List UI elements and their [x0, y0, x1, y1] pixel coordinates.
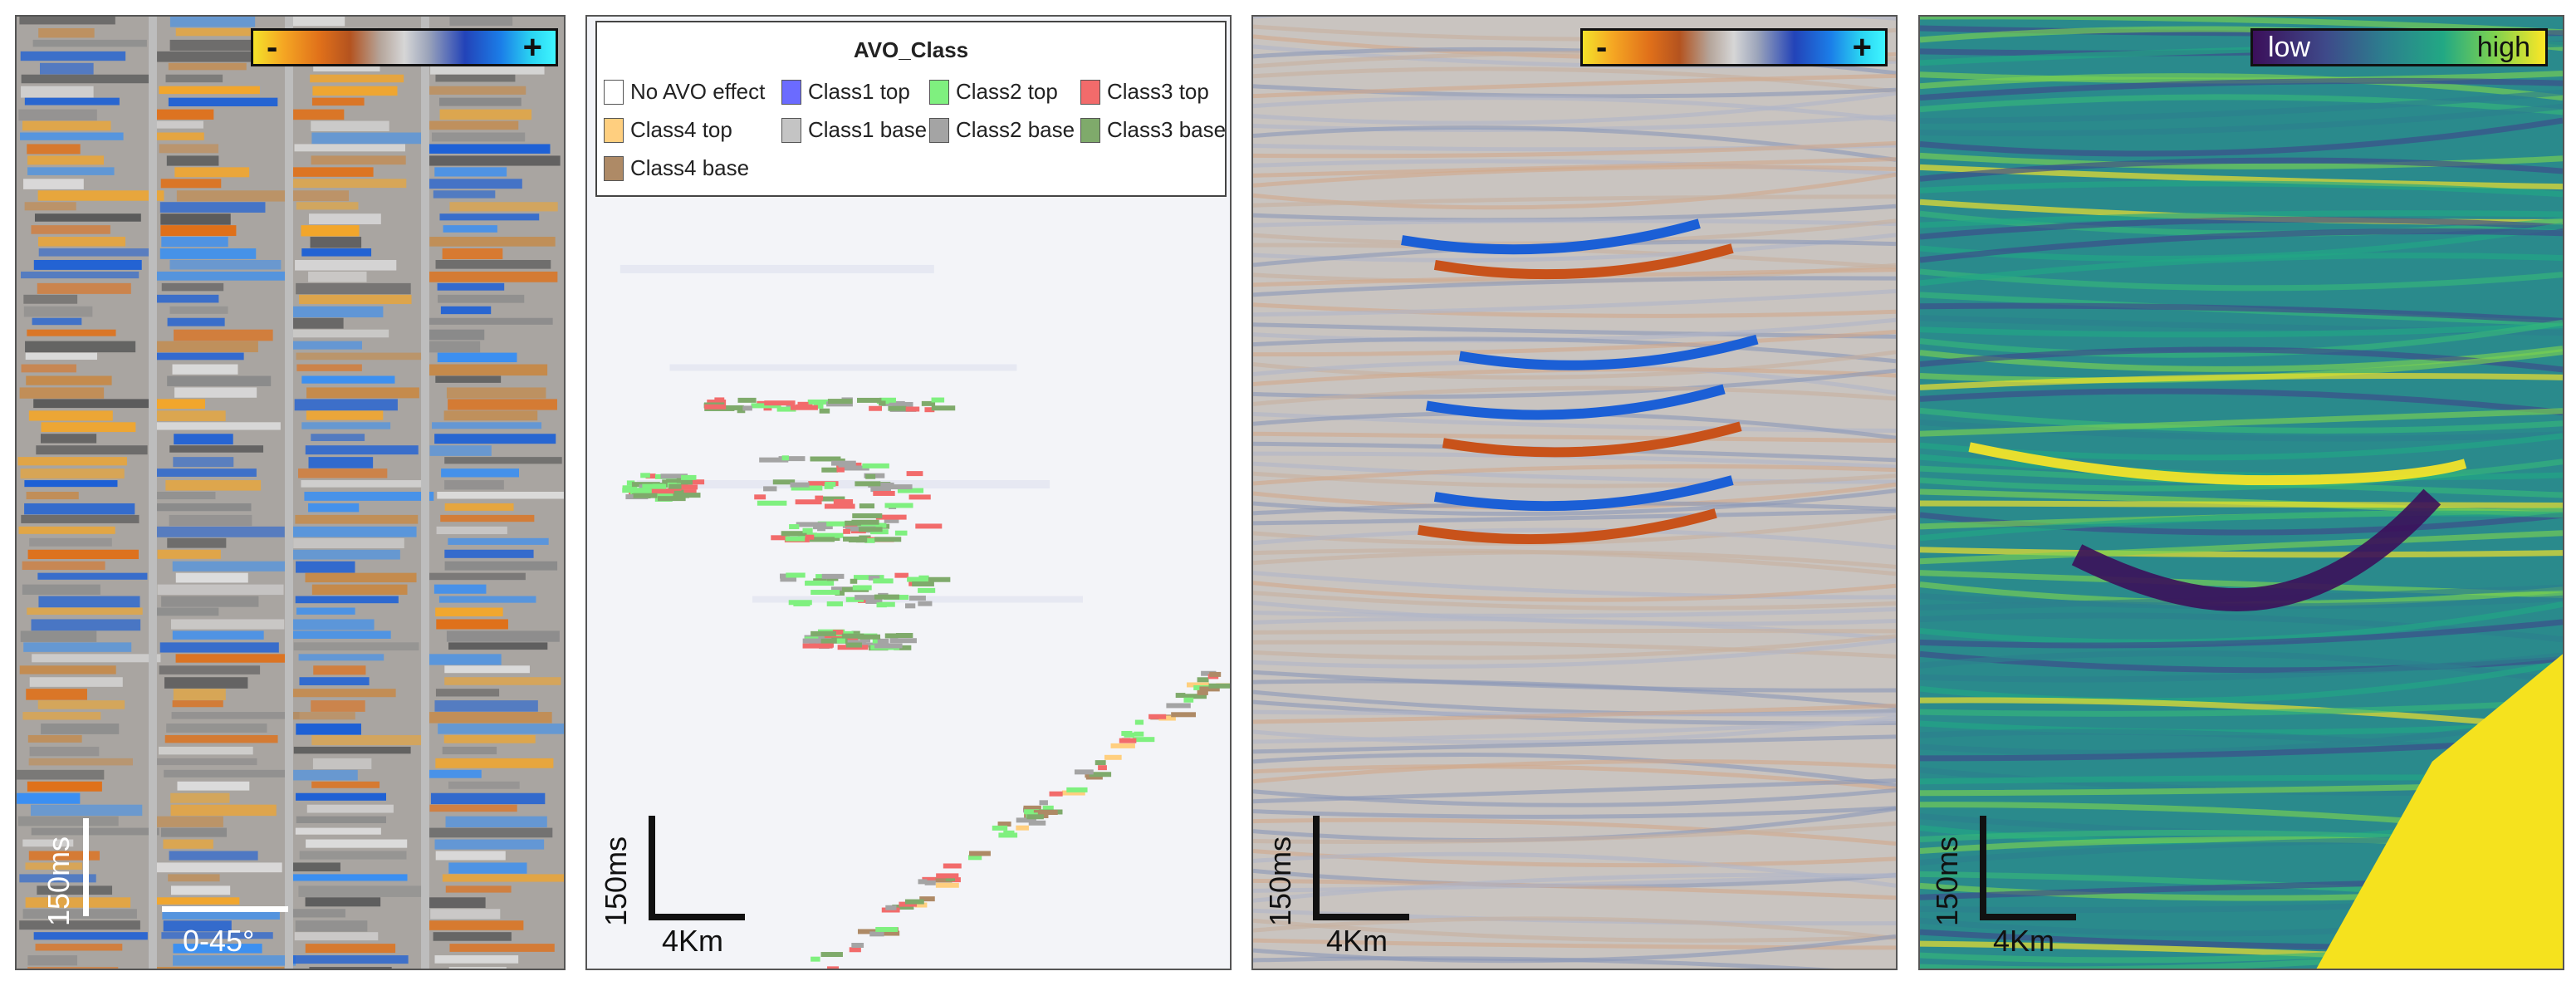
legend-item-class4-top: Class4 top: [604, 117, 732, 143]
legend-swatch: [1080, 117, 1100, 143]
seismic-section-image: [1253, 17, 1896, 969]
avo-class-panel: AVO_Class No AVO effect Class1 top Class…: [585, 15, 1232, 970]
legend-swatch: [604, 155, 624, 181]
time-scale-label: 150ms: [1930, 836, 1964, 926]
colorbar-low-label: low: [2268, 32, 2311, 63]
colorbar-high-label: high: [2476, 32, 2530, 63]
legend-swatch: [929, 117, 949, 143]
amplitude-colorbar: - +: [1580, 28, 1888, 66]
angle-gather-image: [17, 17, 564, 969]
time-scale-label: 150ms: [42, 836, 76, 926]
legend-item-no-avo: No AVO effect: [604, 79, 765, 105]
avo-class-legend: AVO_Class No AVO effect Class1 top Class…: [595, 21, 1227, 197]
legend-swatch: [604, 79, 624, 105]
colorbar-plus-label: +: [522, 29, 542, 66]
legend-item-class2-base: Class2 base: [929, 117, 1075, 143]
legend-swatch: [781, 117, 801, 143]
legend-item-class4-base: Class4 base: [604, 155, 749, 181]
legend-item-class2-top: Class2 top: [929, 79, 1058, 105]
seismic-amplitude-panel: - + 150ms 4Km: [1251, 15, 1898, 970]
legend-swatch: [929, 79, 949, 105]
time-scale-label: 150ms: [1263, 836, 1297, 926]
legend-item-class3-top: Class3 top: [1080, 79, 1209, 105]
legend-swatch: [1080, 79, 1100, 105]
legend-swatch: [781, 79, 801, 105]
attribute-colorbar: low high: [2250, 28, 2548, 66]
attribute-section-image: [1920, 17, 2563, 969]
angle-range-label: 0-45°: [183, 924, 255, 958]
legend-item-class1-top: Class1 top: [781, 79, 910, 105]
colorbar-plus-label: +: [1852, 29, 1872, 66]
attribute-panel: low high 150ms 4Km: [1918, 15, 2564, 970]
legend-title: AVO_Class: [853, 37, 969, 62]
distance-scale-label: 4Km: [1993, 924, 2055, 958]
time-scale-label: 150ms: [599, 836, 633, 926]
legend-item-class1-base: Class1 base: [781, 117, 927, 143]
colorbar-minus-label: -: [267, 29, 278, 66]
legend-swatch: [604, 117, 624, 143]
distance-scale-label: 4Km: [1326, 924, 1388, 958]
amplitude-colorbar: - +: [251, 28, 558, 66]
colorbar-minus-label: -: [1596, 29, 1608, 66]
distance-scale-label: 4Km: [662, 924, 724, 958]
legend-item-class3-base: Class3 base: [1080, 117, 1226, 143]
angle-gather-panel: - + 150ms 0-45°: [15, 15, 566, 970]
